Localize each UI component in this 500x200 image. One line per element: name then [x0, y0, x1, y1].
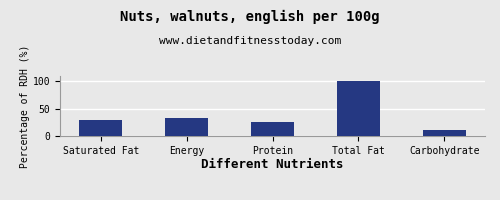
X-axis label: Different Nutrients: Different Nutrients [201, 158, 344, 171]
Bar [251, 122, 294, 136]
Bar [165, 118, 208, 136]
Bar [337, 81, 380, 136]
Text: www.dietandfitnesstoday.com: www.dietandfitnesstoday.com [159, 36, 341, 46]
Bar [423, 130, 466, 136]
Bar [80, 120, 122, 136]
Y-axis label: Percentage of RDH (%): Percentage of RDH (%) [20, 44, 30, 168]
Text: Nuts, walnuts, english per 100g: Nuts, walnuts, english per 100g [120, 10, 380, 24]
